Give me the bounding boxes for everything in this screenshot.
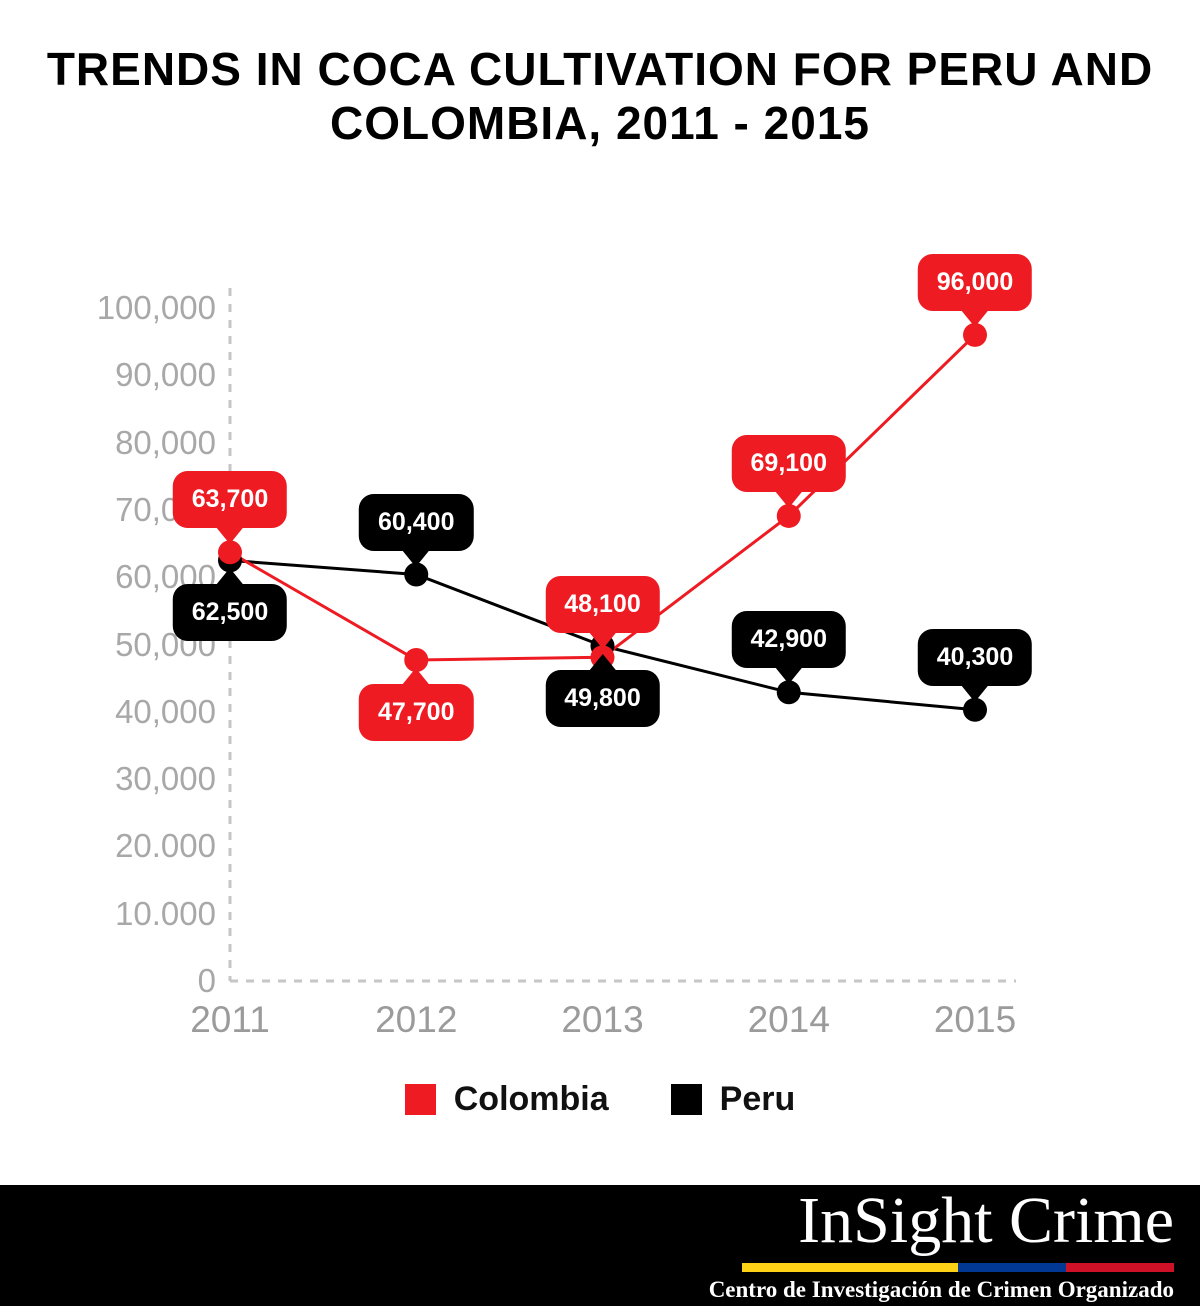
legend-label: Colombia xyxy=(453,1080,609,1118)
callout-tail xyxy=(217,528,243,545)
legend-item-colombia: Colombia xyxy=(404,1080,609,1119)
legend-swatch-peru xyxy=(670,1084,702,1115)
data-point-colombia-2014 xyxy=(776,503,801,528)
callout-tail xyxy=(403,667,430,684)
legend-swatch-colombia xyxy=(404,1084,436,1115)
callout-colombia-2011: 63,700 xyxy=(172,471,288,545)
line-chart: 0 10.000 20.000 30,000 40,000 50,000 60,000 70,… xyxy=(0,228,1200,1060)
chart-title-line1: TRENDS IN COCA CULTIVATION FOR PERU AND xyxy=(46,43,1154,95)
x-axis-label: 2011 xyxy=(190,999,270,1040)
y-axis-label: 90,000 xyxy=(115,356,216,394)
chart-legend: Colombia Peru xyxy=(0,1080,1200,1119)
x-axis-label: 2015 xyxy=(933,999,1017,1040)
callout-peru-2015: 40,300 xyxy=(917,628,1033,702)
footer-banner: InSight Crime Centro de Investigación de… xyxy=(0,1184,1200,1306)
data-point-colombia-2015 xyxy=(963,322,987,347)
y-axis-label: 0 xyxy=(197,962,216,999)
callout-tail xyxy=(589,653,616,670)
x-axis-label: 2014 xyxy=(747,999,830,1040)
callout-tail xyxy=(962,310,988,327)
y-axis-label: 30,000 xyxy=(115,760,216,798)
data-point-peru-2012 xyxy=(404,562,429,587)
legend-item-peru: Peru xyxy=(670,1080,796,1119)
y-axis-label: 10.000 xyxy=(115,894,216,932)
callout-tail xyxy=(589,633,616,650)
flag-color-segment xyxy=(742,1263,958,1272)
y-axis-label: 100,000 xyxy=(96,289,216,326)
callout-tail xyxy=(775,668,802,685)
callout-peru-2011: 62,500 xyxy=(172,568,288,642)
legend-label: Peru xyxy=(719,1080,796,1118)
data-point-colombia-2012 xyxy=(404,647,429,672)
y-axis-label: 40,000 xyxy=(115,692,216,730)
callout-colombia-2015: 96,000 xyxy=(917,253,1033,327)
brand-tagline: Centro de Investigación de Crimen Organi… xyxy=(708,1277,1174,1302)
callout-peru-2012: 60,400 xyxy=(359,493,474,567)
x-axis-label: 2013 xyxy=(561,999,644,1040)
callout-colombia-2013: 48,100 xyxy=(545,576,660,650)
x-axis-label: 2012 xyxy=(375,999,458,1040)
flag-color-segment xyxy=(958,1263,1066,1272)
callout-tail xyxy=(403,550,430,567)
callout-colombia-2012: 47,700 xyxy=(359,667,474,741)
y-axis-label: 80,000 xyxy=(115,423,216,461)
chart-title: TRENDS IN COCA CULTIVATION FOR PERU AND … xyxy=(0,42,1200,151)
callout-tail xyxy=(962,685,988,702)
y-axis-label: 20.000 xyxy=(115,827,216,865)
chart-title-line2: COLOMBIA, 2011 - 2015 xyxy=(330,97,870,150)
data-point-colombia-2011 xyxy=(218,540,242,565)
callout-tail xyxy=(217,568,243,585)
chart-canvas xyxy=(218,288,1016,983)
callout-peru-2014: 42,900 xyxy=(731,611,846,685)
data-point-peru-2015 xyxy=(963,697,987,722)
callout-tail xyxy=(775,491,802,508)
brand-logo: InSight Crime xyxy=(798,1184,1174,1257)
data-point-peru-2014 xyxy=(776,680,801,705)
callout-peru-2013: 49,800 xyxy=(545,653,660,727)
flag-color-segment xyxy=(1066,1263,1174,1272)
callout-colombia-2014: 69,100 xyxy=(731,434,846,508)
flag-stripe xyxy=(742,1263,1174,1272)
